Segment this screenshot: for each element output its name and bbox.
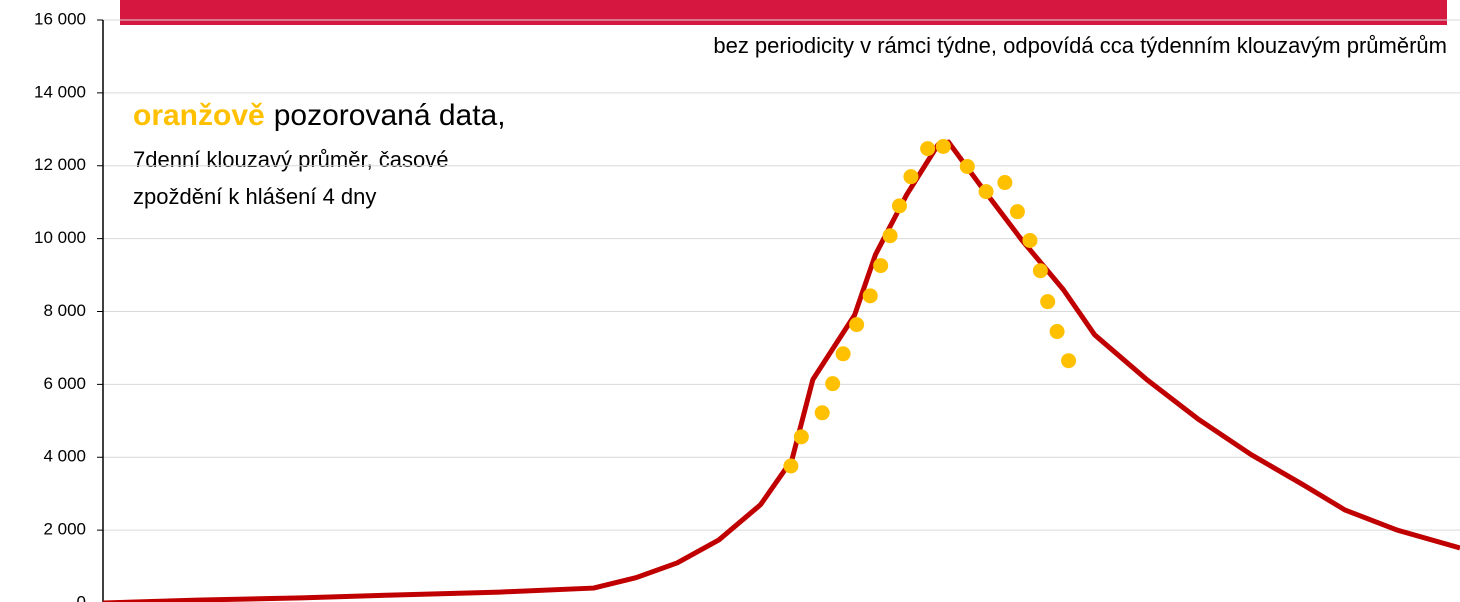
y-tick-label: 12 000 <box>34 155 86 174</box>
data-point <box>903 169 919 185</box>
highlight: oranžově <box>133 99 265 132</box>
data-point <box>997 175 1013 191</box>
annotation: oranžově pozorovaná data, <box>133 99 506 132</box>
line <box>102 139 1460 602</box>
data-point <box>862 288 878 304</box>
data-point <box>1009 204 1025 220</box>
data-point <box>1032 263 1048 279</box>
data-point <box>783 458 799 474</box>
data-point <box>835 346 851 362</box>
data-point <box>959 158 975 174</box>
y-tick-label: 0 <box>77 592 86 602</box>
y-tick-label: 2 000 <box>43 520 86 539</box>
y-tick-label: 10 000 <box>34 228 86 247</box>
data-point <box>1061 353 1077 369</box>
data-point <box>1049 324 1065 340</box>
data-point <box>935 138 951 154</box>
annotation-text: 7denní klouzavý průměr, časové <box>133 147 449 172</box>
data-point <box>1040 294 1056 310</box>
data-point <box>891 198 907 214</box>
annotation-text: zpoždění k hlášení 4 dny <box>133 184 376 209</box>
annotation-text: pozorovaná data, <box>274 99 506 132</box>
data-point <box>978 184 994 200</box>
y-tick-label: 16 000 <box>34 9 86 28</box>
banner <box>120 0 1447 25</box>
data-point <box>873 258 889 274</box>
data-point <box>1022 232 1038 248</box>
data-point <box>920 141 936 157</box>
data-point <box>849 317 865 333</box>
y-tick-label: 4 000 <box>43 447 86 466</box>
y-tick-label: 8 000 <box>43 301 86 320</box>
data-point <box>882 228 898 244</box>
data-point <box>793 429 809 445</box>
data-point <box>825 376 841 392</box>
y-tick-label: 14 000 <box>34 82 86 101</box>
subtitle: bez periodicity v rámci týdne, odpovídá … <box>713 33 1447 58</box>
data-point <box>814 405 830 421</box>
y-tick-label: 6 000 <box>43 374 86 393</box>
